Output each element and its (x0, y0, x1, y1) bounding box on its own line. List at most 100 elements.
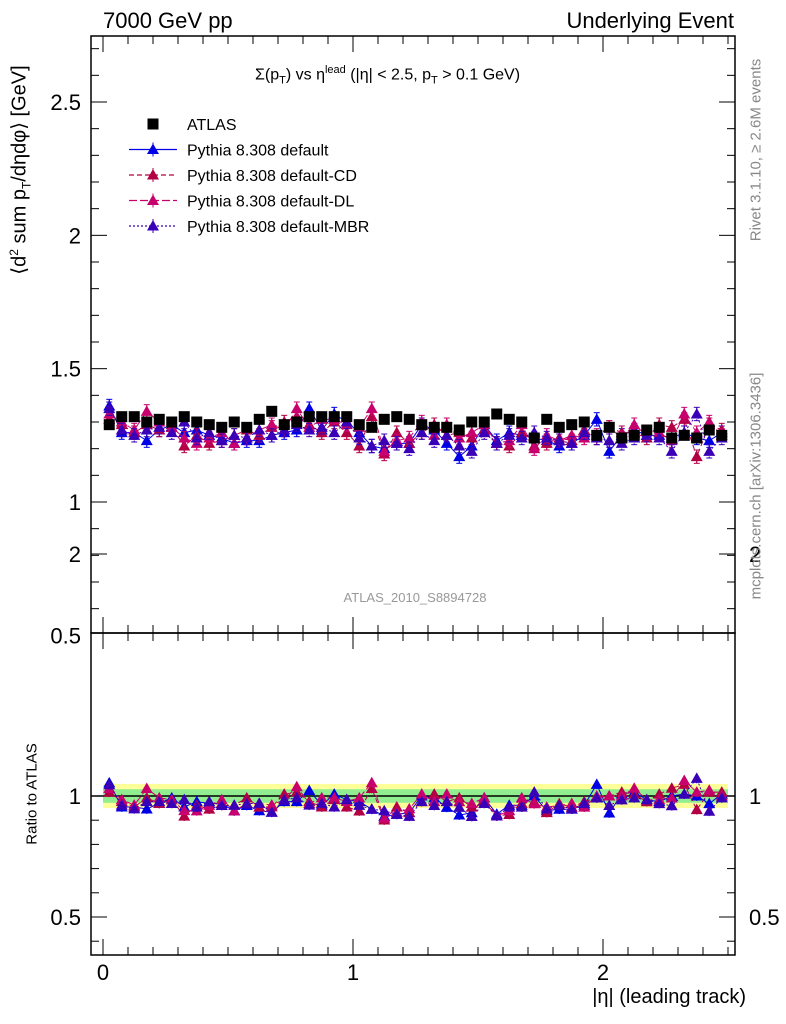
data-point (641, 424, 653, 436)
data-point (703, 424, 715, 436)
data-point (328, 411, 340, 423)
data-point (553, 421, 565, 433)
ratio-point (690, 803, 703, 815)
ratio-point (103, 778, 116, 790)
data-point (428, 434, 441, 446)
ratio-point (240, 797, 253, 809)
ratio-point (303, 784, 316, 795)
main-y-tick-label: 1 (69, 490, 81, 515)
ratio-point (628, 791, 641, 803)
data-point (628, 429, 640, 441)
ratio-point (603, 799, 616, 810)
data-point (678, 429, 690, 441)
data-point (491, 408, 503, 420)
ratio-point (140, 803, 153, 814)
data-point (216, 421, 228, 433)
x-tick-label: 1 (347, 960, 359, 985)
data-point (603, 421, 615, 433)
data-point (390, 426, 403, 438)
data-point (453, 440, 466, 451)
ratio-point (115, 799, 128, 810)
legend-marker (147, 220, 159, 231)
ratio-point (515, 791, 528, 803)
data-point (653, 432, 666, 443)
legend-entry-mbr: Pythia 8.308 default-MBR (129, 219, 369, 236)
ratio-point (715, 791, 728, 803)
header-right: Underlying Event (566, 8, 734, 33)
mcplots-label: mcplots.cern.ch [arXiv:1306.3436] (747, 372, 765, 600)
legend-label: Pythia 8.308 default (187, 143, 329, 160)
data-point (566, 419, 578, 431)
data-point (253, 413, 265, 425)
ratio-y-tick-label: 1 (69, 784, 81, 809)
data-point (215, 434, 228, 446)
ratio-point (565, 797, 578, 809)
data-point (128, 411, 140, 423)
ratio-point (278, 793, 291, 805)
legend-entry-atlas: ATLAS (147, 117, 237, 134)
data-point (453, 424, 465, 436)
x-axis-label: |η| (leading track) (592, 986, 746, 1008)
data-point (665, 421, 678, 432)
ratio-point (690, 772, 703, 783)
x-tick-label: 0 (97, 960, 109, 985)
data-point (578, 426, 591, 438)
data-point (466, 416, 478, 428)
ratio-point (490, 810, 503, 821)
ratio-series-line (108, 777, 723, 818)
ratio-point (615, 793, 628, 805)
main-y-tick-label: 2.5 (50, 90, 81, 115)
legend-marker (147, 194, 159, 205)
data-point (128, 429, 141, 440)
data-point (515, 432, 528, 443)
data-point (465, 426, 478, 438)
ratio-point (190, 801, 203, 812)
ratio-point (140, 795, 153, 807)
data-point (203, 419, 215, 431)
ratio-point (465, 797, 478, 808)
data-point (440, 429, 453, 440)
data-point (503, 413, 515, 425)
data-point (528, 432, 540, 444)
data-point (478, 426, 491, 438)
ratio-point (115, 793, 128, 805)
ratio-point (140, 782, 153, 794)
legend-label: Pythia 8.308 default-MBR (187, 219, 369, 236)
ratio-point (228, 799, 241, 810)
ratio-point (690, 786, 703, 797)
ratio-panel: 0 1 2 0.5 0.5 1 1 2 2 (50, 542, 779, 985)
data-point (490, 437, 503, 448)
legend-label: Pythia 8.308 default-DL (187, 194, 354, 211)
ratio-point (453, 795, 466, 807)
data-point (516, 416, 528, 428)
data-point (240, 432, 253, 443)
data-point (140, 405, 153, 416)
data-point (378, 413, 390, 425)
data-point (228, 437, 241, 448)
legend-entry-default: Pythia 8.308 default (129, 142, 329, 160)
ratio-point (290, 780, 303, 792)
data-point (190, 432, 203, 443)
data-point (653, 421, 665, 433)
data-point (353, 419, 365, 431)
data-point (428, 421, 440, 433)
data-point (178, 432, 191, 443)
data-point (528, 442, 541, 454)
ratio-point (565, 803, 578, 814)
main-y-tick-label: 1.5 (50, 357, 81, 382)
legend-label: ATLAS (187, 117, 237, 134)
data-point (203, 432, 216, 443)
data-point (103, 419, 115, 431)
data-point (540, 432, 553, 443)
data-point (565, 429, 578, 440)
data-point (441, 421, 453, 433)
watermark: ATLAS_2010_S8894728 (343, 590, 487, 605)
data-point (190, 437, 203, 448)
main-y-axis-label: ⟨d2 sum pT/dηdφ⟩ [GeV] (6, 65, 34, 275)
legend-entry-dl: Pythia 8.308 default-DL (129, 193, 354, 211)
data-point (628, 418, 641, 430)
legend-marker (147, 118, 159, 130)
ratio-point (403, 810, 416, 821)
data-point (703, 445, 716, 456)
